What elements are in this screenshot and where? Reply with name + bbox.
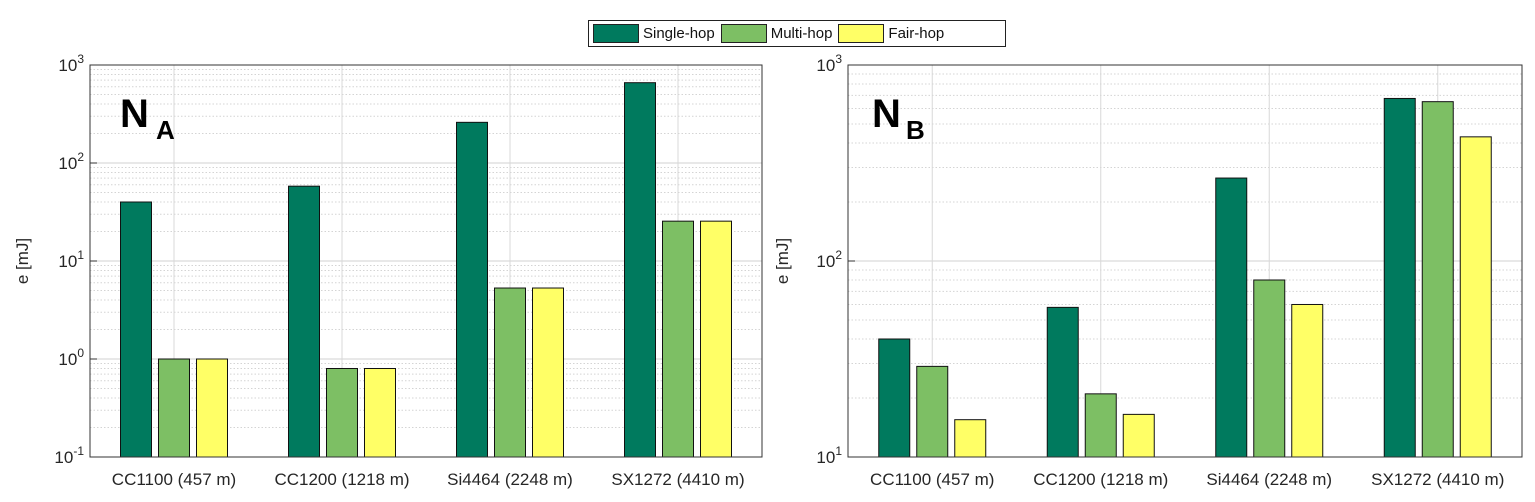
bar-multi-hop	[326, 367, 358, 458]
x-tick-label: Si4464 (2248 m)	[447, 470, 573, 489]
y-tick-label: 102	[816, 248, 842, 271]
bar-single-hop	[288, 185, 320, 458]
x-tick-label: Si4464 (2248 m)	[1206, 470, 1332, 489]
x-tick-label: CC1100 (457 m)	[870, 470, 994, 489]
y-tick-label: 103	[816, 52, 842, 75]
panel-label: N	[872, 92, 901, 136]
y-tick-label: 102	[58, 150, 84, 173]
bar-single-hop	[624, 82, 656, 458]
x-tick-label: SX1272 (4410 m)	[1371, 470, 1504, 489]
bar-fair-hop	[1459, 136, 1492, 458]
x-tick-label: CC1200 (1218 m)	[1033, 470, 1168, 489]
legend-label: Multi-hop	[770, 25, 833, 42]
bar-single-hop	[1215, 177, 1248, 458]
x-tick-label: SX1272 (4410 m)	[611, 470, 744, 489]
legend-swatch	[838, 24, 885, 43]
legend-swatch	[593, 24, 639, 43]
legend-item: Single-hop	[593, 24, 715, 43]
chart-legend: Single-hop Multi-hop Fair-hop	[588, 20, 1006, 47]
bar-fair-hop	[364, 367, 396, 458]
y-axis-label: e [mJ]	[13, 238, 32, 284]
y-tick-label: 101	[816, 444, 842, 467]
plot-frame	[89, 64, 763, 458]
bar-fair-hop	[532, 287, 564, 458]
y-tick-label: 103	[58, 52, 84, 75]
bar-multi-hop	[1421, 101, 1454, 458]
panel-label: N	[120, 92, 149, 136]
legend-label: Fair-hop	[888, 25, 945, 42]
bar-multi-hop	[1253, 279, 1286, 458]
y-tick-label: 10-1	[54, 444, 84, 467]
x-tick-label: CC1100 (457 m)	[112, 470, 236, 489]
plot-frame	[847, 64, 1523, 458]
bar-single-hop	[120, 201, 152, 458]
bar-single-hop	[878, 338, 911, 458]
bar-fair-hop	[954, 419, 987, 458]
bar-fair-hop	[1291, 303, 1324, 458]
legend-label: Single-hop	[643, 25, 715, 42]
y-tick-label: 100	[58, 346, 84, 369]
bar-single-hop	[456, 121, 488, 458]
bar-fair-hop	[196, 358, 228, 458]
legend-item: Fair-hop	[838, 24, 944, 43]
bar-single-hop	[1046, 306, 1079, 458]
panel-label-subscript: B	[906, 115, 925, 145]
bar-multi-hop	[916, 365, 949, 458]
bar-fair-hop	[700, 220, 732, 458]
bar-multi-hop	[158, 358, 190, 458]
bar-multi-hop	[494, 287, 526, 458]
bar-fair-hop	[1122, 413, 1155, 458]
bar-single-hop	[1383, 97, 1416, 458]
bar-multi-hop	[1084, 393, 1117, 458]
y-axis-label: e [mJ]	[773, 238, 792, 284]
legend-item: Multi-hop	[720, 24, 833, 43]
legend-swatch	[720, 24, 767, 43]
bar-multi-hop	[662, 220, 694, 458]
panel-label-subscript: A	[156, 115, 175, 145]
x-tick-label: CC1200 (1218 m)	[274, 470, 409, 489]
y-tick-label: 101	[58, 248, 84, 271]
